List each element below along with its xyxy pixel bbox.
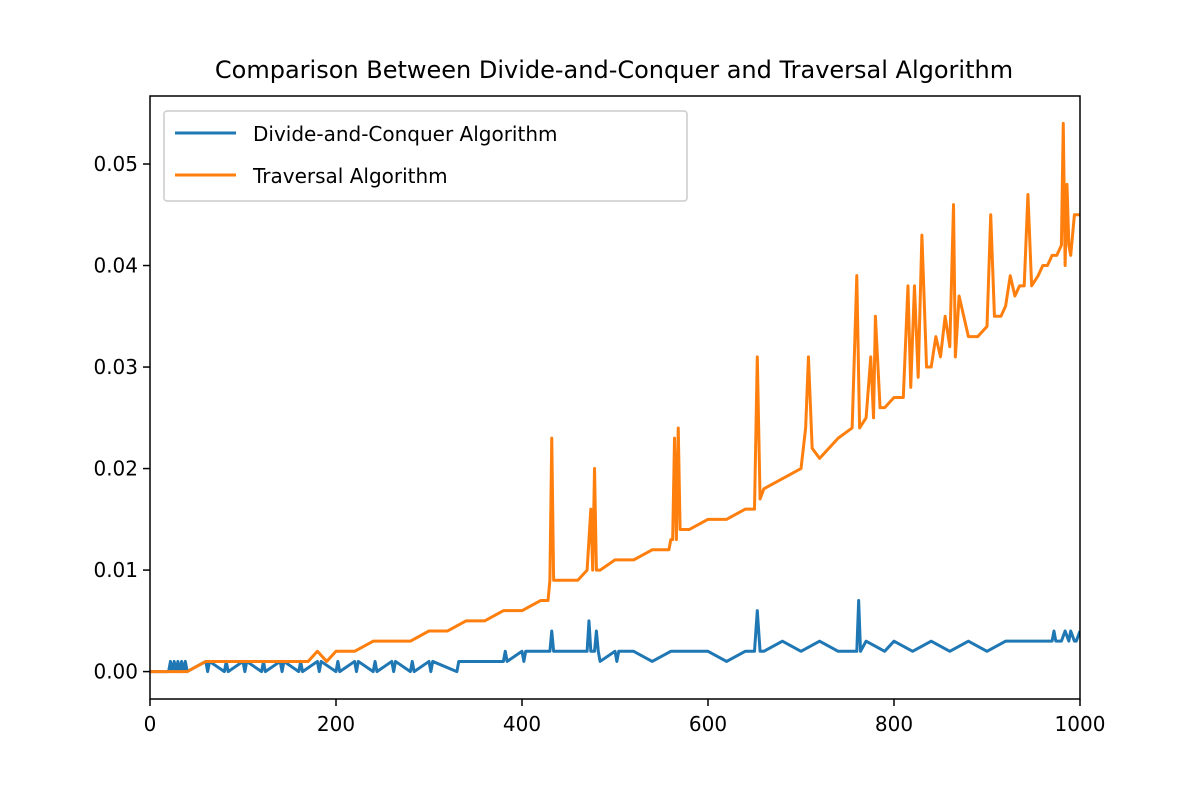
legend[interactable]: Divide-and-Conquer Algorithm Traversal A… [163,110,688,202]
x-axis: 0 200 400 600 800 1000 [144,699,1106,736]
chart-title: Comparison Between Divide-and-Conquer an… [215,56,1013,84]
y-axis: 0.00 0.01 0.02 0.03 0.04 0.05 [93,152,150,684]
y-tick-label: 0.01 [93,558,138,582]
legend-box [163,110,688,202]
legend-label-traversal: Traversal Algorithm [252,164,448,188]
x-tick-label: 400 [503,712,541,736]
series-line-traversal [150,121,1080,674]
x-tick-label: 0 [144,712,157,736]
y-tick-label: 0.05 [93,152,138,176]
y-tick-label: 0.03 [93,355,138,379]
x-tick-label: 600 [689,712,727,736]
y-tick-label: 0.02 [93,457,138,481]
y-tick-label: 0.04 [93,254,138,278]
y-tick-label: 0.00 [93,660,138,684]
plot-frame [149,95,1081,700]
x-tick-label: 200 [317,712,355,736]
x-tick-label: 800 [875,712,913,736]
x-tick-label: 1000 [1055,712,1106,736]
series-group [150,121,1080,674]
legend-label-divide: Divide-and-Conquer Algorithm [253,122,558,146]
series-line-divide [150,599,1080,674]
